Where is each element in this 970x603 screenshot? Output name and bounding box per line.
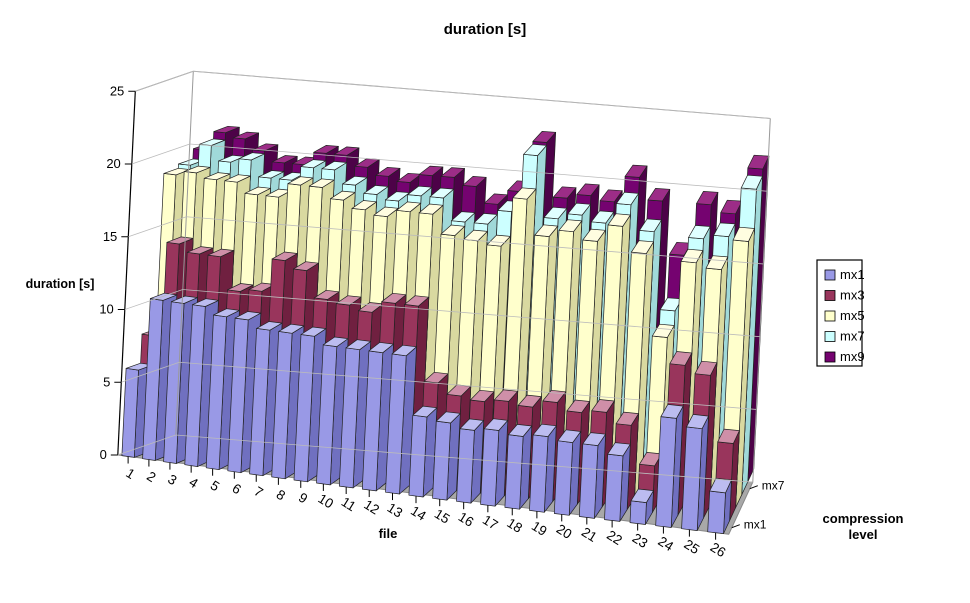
svg-text:4: 4 xyxy=(186,474,201,491)
svg-text:duration [s]: duration [s] xyxy=(26,277,95,291)
svg-text:25: 25 xyxy=(110,83,124,98)
svg-text:mx5: mx5 xyxy=(840,308,865,323)
svg-text:mx3: mx3 xyxy=(840,288,865,303)
svg-text:19: 19 xyxy=(529,518,550,539)
svg-text:22: 22 xyxy=(604,527,625,548)
svg-text:compression: compression xyxy=(823,511,904,526)
svg-text:duration [s]: duration [s] xyxy=(444,21,527,38)
svg-text:mx7: mx7 xyxy=(840,329,865,344)
svg-text:20: 20 xyxy=(106,156,120,171)
svg-text:7: 7 xyxy=(251,484,265,501)
svg-text:mx1: mx1 xyxy=(840,267,865,282)
svg-text:24: 24 xyxy=(655,533,676,554)
svg-text:15: 15 xyxy=(432,506,453,527)
svg-text:5: 5 xyxy=(208,478,222,495)
svg-text:13: 13 xyxy=(385,500,406,521)
svg-text:mx7: mx7 xyxy=(762,479,785,493)
svg-text:level: level xyxy=(849,527,878,542)
svg-text:file: file xyxy=(379,526,398,541)
svg-text:10: 10 xyxy=(99,302,113,317)
svg-text:12: 12 xyxy=(361,497,382,518)
svg-text:1: 1 xyxy=(123,465,137,482)
svg-text:26: 26 xyxy=(708,540,729,561)
svg-text:25: 25 xyxy=(681,536,702,557)
svg-text:3: 3 xyxy=(165,471,179,488)
svg-text:mx9: mx9 xyxy=(840,349,865,364)
svg-text:21: 21 xyxy=(579,524,600,545)
svg-text:8: 8 xyxy=(274,487,288,504)
svg-text:18: 18 xyxy=(504,515,525,536)
svg-text:9: 9 xyxy=(296,490,310,507)
svg-text:15: 15 xyxy=(103,229,117,244)
svg-text:20: 20 xyxy=(554,521,575,542)
svg-text:11: 11 xyxy=(339,494,359,514)
svg-text:10: 10 xyxy=(315,491,336,512)
svg-text:16: 16 xyxy=(456,509,477,530)
svg-text:6: 6 xyxy=(230,481,244,498)
svg-text:2: 2 xyxy=(144,468,158,485)
svg-text:0: 0 xyxy=(100,447,107,462)
svg-text:14: 14 xyxy=(408,503,429,524)
svg-text:mx1: mx1 xyxy=(744,518,767,532)
svg-text:17: 17 xyxy=(480,512,501,533)
svg-text:5: 5 xyxy=(103,374,110,389)
svg-text:23: 23 xyxy=(630,530,651,551)
